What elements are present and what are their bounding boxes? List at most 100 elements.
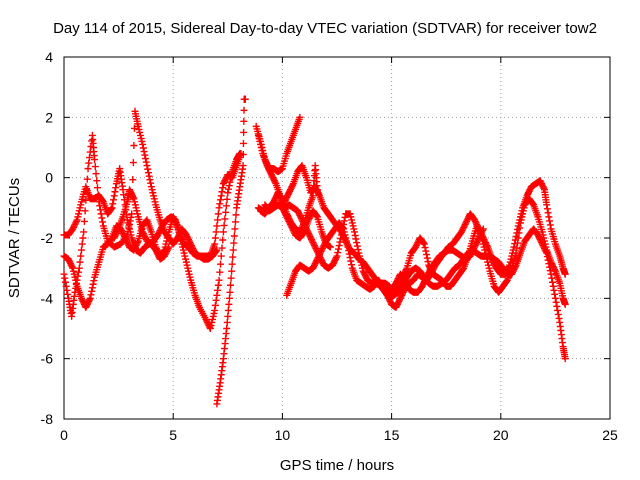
data-point xyxy=(232,211,240,219)
x-tick-label: 25 xyxy=(602,427,618,443)
data-point xyxy=(217,252,225,260)
data-point xyxy=(119,186,127,194)
data-point xyxy=(84,165,92,173)
data-point xyxy=(545,213,553,221)
data-point xyxy=(230,239,238,247)
data-point xyxy=(86,294,94,302)
data-point xyxy=(514,225,522,233)
data-point xyxy=(227,281,235,289)
data-point xyxy=(339,224,347,232)
series-track-5 xyxy=(213,95,249,408)
data-point xyxy=(216,200,224,208)
data-point xyxy=(229,246,237,254)
data-point xyxy=(142,158,150,166)
x-tick-label: 15 xyxy=(384,427,400,443)
data-point xyxy=(79,234,87,242)
data-point xyxy=(546,221,554,229)
data-point xyxy=(552,298,560,306)
data-point xyxy=(511,240,519,248)
data-point xyxy=(127,213,135,221)
data-point xyxy=(543,205,551,213)
data-point xyxy=(219,228,227,236)
data-point xyxy=(224,189,232,197)
data-point xyxy=(240,117,248,125)
data-point xyxy=(224,306,232,314)
data-point xyxy=(215,276,223,284)
data-point xyxy=(554,310,562,318)
data-point xyxy=(335,242,343,250)
x-tick-label: 10 xyxy=(275,427,291,443)
grid xyxy=(64,57,610,419)
data-point xyxy=(212,296,220,304)
data-point xyxy=(345,247,353,255)
data-point xyxy=(91,163,99,171)
data-point xyxy=(110,196,118,204)
data-point xyxy=(75,268,83,276)
data-point xyxy=(231,218,239,226)
data-point xyxy=(505,263,513,271)
data-point xyxy=(241,95,249,103)
data-point xyxy=(334,249,342,257)
data-point xyxy=(68,263,76,271)
data-point xyxy=(278,196,286,204)
data-point xyxy=(219,236,227,244)
x-axis-label: GPS time / hours xyxy=(280,457,394,474)
data-point xyxy=(139,144,147,152)
data-point xyxy=(99,218,107,226)
y-tick-label: -8 xyxy=(41,411,54,427)
data-point xyxy=(217,192,225,200)
data-point xyxy=(510,243,518,251)
data-point xyxy=(140,148,148,156)
data-point xyxy=(420,240,428,248)
data-point xyxy=(561,270,569,278)
data-point xyxy=(129,193,137,201)
series-track-12 xyxy=(379,225,487,296)
data-point xyxy=(512,232,520,240)
data-point xyxy=(217,196,225,204)
data-point xyxy=(424,258,432,266)
data-point xyxy=(228,260,236,268)
data-point xyxy=(353,242,361,250)
data-point xyxy=(353,239,361,247)
data-point xyxy=(218,188,226,196)
data-point xyxy=(211,240,219,248)
data-point xyxy=(224,312,232,320)
data-point xyxy=(513,229,521,237)
x-tick-label: 0 xyxy=(60,427,68,443)
data-point xyxy=(63,286,71,294)
data-point xyxy=(239,139,247,147)
data-point xyxy=(479,226,487,234)
data-point xyxy=(82,196,90,204)
axis-ticks: 0 5 10 15 20 25 -8 -6 -4 -2 0 2 4 xyxy=(41,49,618,443)
y-axis-label: SDTVAR / TECUs xyxy=(6,178,23,298)
data-point xyxy=(549,282,557,290)
data-point xyxy=(214,216,222,224)
data-point xyxy=(344,243,352,251)
data-point xyxy=(213,222,221,230)
data-point xyxy=(107,205,115,213)
data-point xyxy=(142,155,150,163)
data-point xyxy=(315,190,323,198)
data-point xyxy=(60,270,68,278)
data-point xyxy=(296,113,304,121)
data-point xyxy=(340,217,348,225)
data-point xyxy=(110,192,118,200)
data-point xyxy=(61,278,69,286)
data-point xyxy=(346,254,354,262)
y-tick-label: 4 xyxy=(45,49,53,65)
data-point xyxy=(141,151,149,159)
series-track-9 xyxy=(283,177,569,311)
data-point xyxy=(225,182,233,190)
data-point xyxy=(231,225,239,233)
data-point xyxy=(225,300,233,308)
data-point xyxy=(87,291,95,299)
data-point xyxy=(551,266,559,274)
data-point xyxy=(239,151,247,159)
data-point xyxy=(423,251,431,259)
data-point xyxy=(139,140,147,148)
data-point xyxy=(212,228,220,236)
data-point xyxy=(550,286,558,294)
data-point xyxy=(354,246,362,254)
data-point xyxy=(483,242,491,250)
